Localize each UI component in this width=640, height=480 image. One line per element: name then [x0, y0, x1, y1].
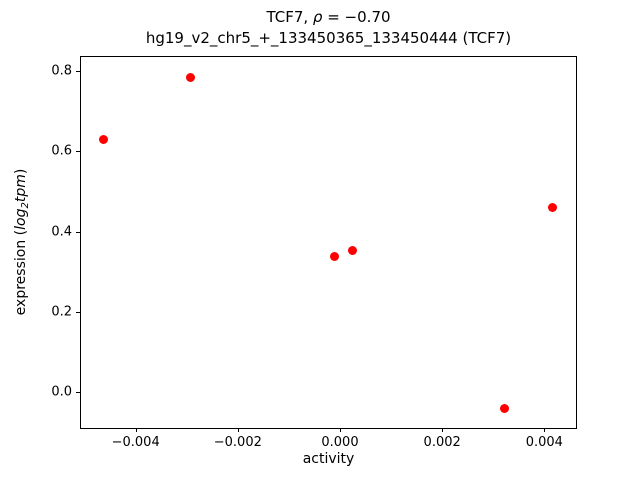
y-tick-label: 0.0: [51, 384, 72, 400]
x-tick-label: 0.000: [321, 435, 359, 450]
x-axis-label: activity: [302, 451, 355, 467]
x-tick-label: 0.004: [525, 435, 563, 450]
y-tick-label: 0.4: [51, 224, 72, 240]
y-axis-label-subscript: 2: [20, 202, 31, 209]
x-tick-mark: [544, 428, 546, 432]
y-tick-mark: [76, 311, 80, 313]
x-tick-label: 0.002: [423, 435, 461, 450]
y-axis-label-text: expression (: [13, 229, 29, 316]
x-tick-mark: [442, 428, 444, 432]
data-point: [185, 72, 195, 82]
figure-title-line1: TCF7, ρ = −0.70: [80, 7, 577, 28]
y-tick-mark: [76, 151, 80, 153]
y-tick-mark: [76, 231, 80, 233]
data-point: [348, 246, 358, 256]
data-point: [330, 252, 340, 262]
title-gene-text: TCF7,: [266, 8, 313, 26]
y-axis-label-math-rest: tpm: [13, 174, 29, 203]
data-point: [99, 134, 109, 144]
data-point: [548, 203, 557, 213]
x-tick-mark: [237, 428, 239, 432]
y-tick-mark: [76, 71, 80, 73]
y-tick-mark: [76, 392, 80, 394]
y-axis-label-close: ): [13, 168, 29, 175]
y-tick-label: 0.6: [51, 143, 72, 159]
data-point: [499, 403, 509, 413]
figure-title: TCF7, ρ = −0.70 hg19_v2_chr5_+_133450365…: [80, 7, 577, 49]
title-correlation-value: = −0.70: [322, 8, 391, 26]
x-tick-mark: [135, 428, 137, 432]
y-tick-label: 0.8: [51, 63, 72, 79]
plot-area: −0.004 −0.002 0.000 0.002 0.004 0.0 0.2 0.4 0.6 0…: [51, 56, 577, 450]
y-tick-label: 0.2: [51, 304, 72, 320]
x-tick-mark: [339, 428, 341, 432]
figure-title-line2: hg19_v2_chr5_+_133450365_133450444 (TCF7…: [145, 29, 512, 47]
y-axis-label-math: log: [13, 208, 29, 230]
rho-symbol: ρ: [312, 8, 323, 26]
y-axis-label: expression (log2tpm): [13, 169, 31, 316]
x-tick-label: −0.002: [213, 435, 262, 450]
x-tick-label: −0.004: [111, 435, 160, 450]
